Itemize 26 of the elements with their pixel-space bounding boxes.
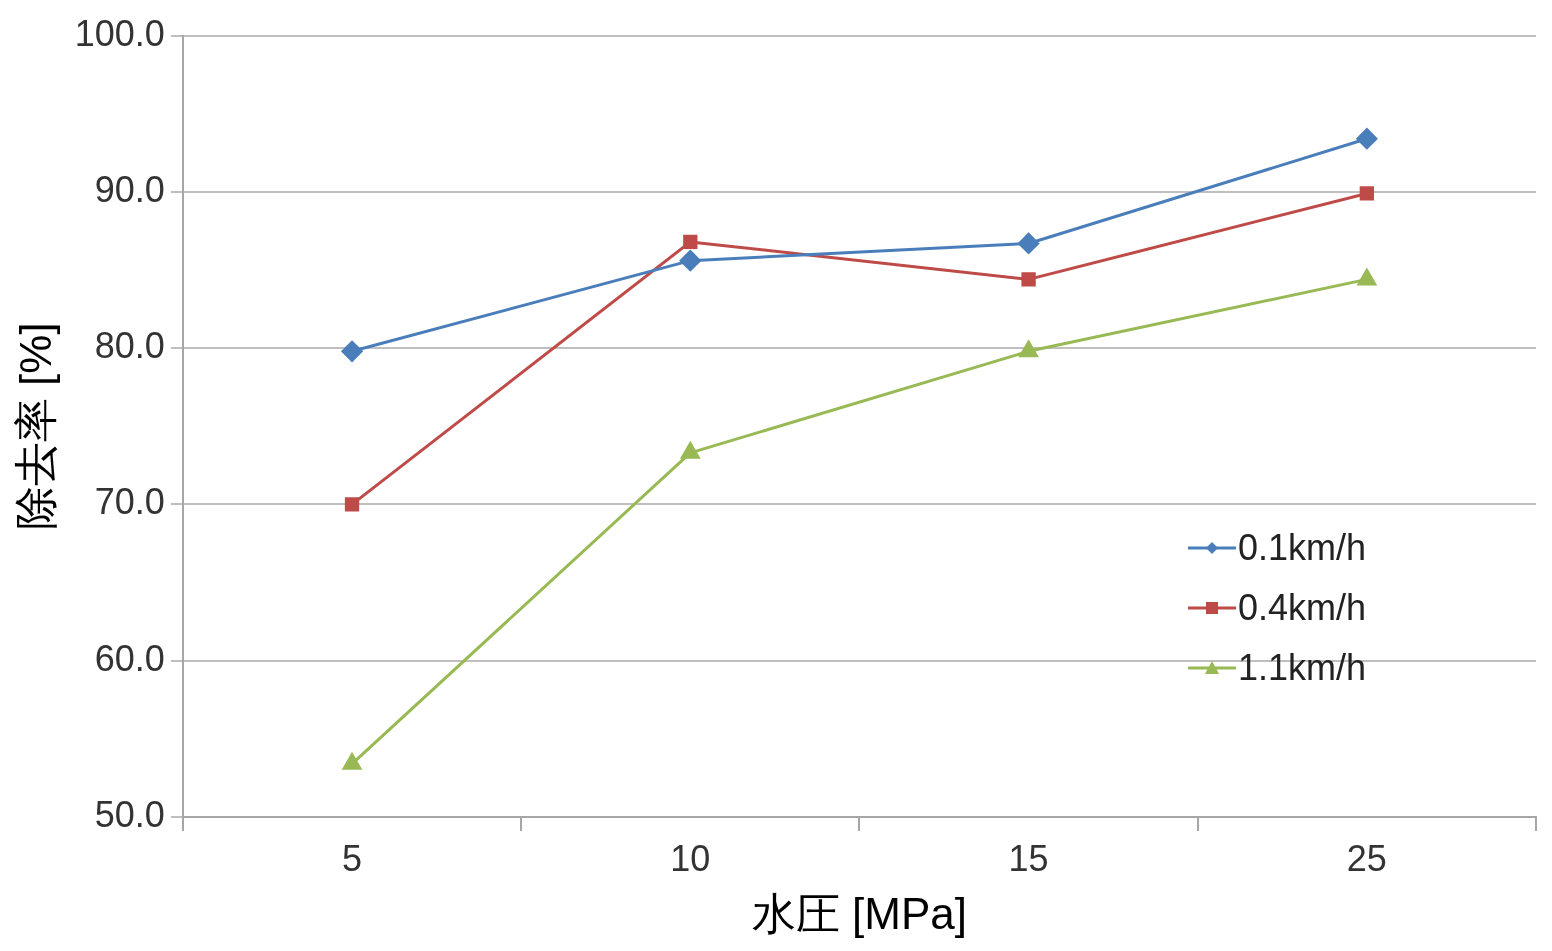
legend-label: 0.1km/h — [1237, 526, 1366, 568]
point — [1018, 232, 1040, 254]
y-tick-label: 100.0 — [74, 12, 165, 54]
y-tick-label: 80.0 — [94, 325, 165, 367]
y-tick-label: 60.0 — [94, 637, 165, 679]
point — [341, 340, 363, 362]
x-tick-label: 10 — [670, 837, 711, 879]
x-axis-title: 水圧 [MPa] — [751, 888, 968, 938]
y-tick-label: 50.0 — [94, 793, 165, 835]
x-tick-label: 25 — [1346, 837, 1387, 879]
y-tick-label: 90.0 — [94, 168, 165, 210]
point — [1019, 340, 1038, 358]
y-tick-label: 70.0 — [94, 481, 165, 523]
legend-label: 0.4km/h — [1237, 586, 1366, 628]
point — [683, 234, 698, 250]
point — [1356, 128, 1378, 150]
point — [679, 250, 701, 272]
x-tick-label: 5 — [342, 837, 363, 879]
point — [681, 442, 700, 459]
x-tick-label: 15 — [1008, 837, 1049, 879]
point — [1359, 186, 1375, 201]
point — [1021, 272, 1036, 287]
point — [342, 753, 362, 770]
legend-label: 1.1km/h — [1237, 646, 1366, 688]
point — [344, 497, 360, 512]
y-axis-title: 除去率 [%] — [10, 322, 60, 531]
